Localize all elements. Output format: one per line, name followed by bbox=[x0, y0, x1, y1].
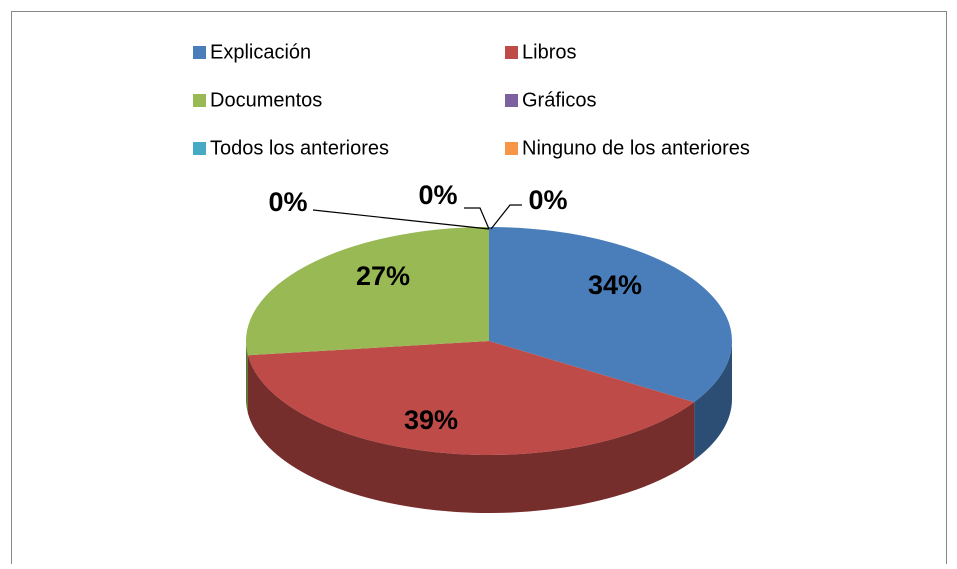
legend-swatch bbox=[505, 46, 518, 59]
side-shade bbox=[247, 355, 695, 513]
data-label: 0% bbox=[528, 185, 567, 215]
legend-label: Libros bbox=[522, 41, 576, 63]
side-shade bbox=[694, 341, 732, 461]
legend-label: Ninguno de los anteriores bbox=[522, 137, 750, 159]
slice bbox=[489, 227, 732, 403]
slice-side bbox=[246, 341, 248, 414]
legend-label: Todos los anteriores bbox=[210, 137, 389, 159]
data-label: 34% bbox=[588, 270, 642, 300]
leader-line bbox=[312, 209, 490, 230]
data-label: 39% bbox=[404, 405, 458, 435]
leader-line bbox=[490, 204, 522, 230]
slice bbox=[245, 227, 489, 356]
leader-line bbox=[464, 207, 490, 230]
side-shade bbox=[246, 341, 248, 414]
legend-swatch bbox=[193, 94, 206, 107]
chart-border bbox=[11, 11, 947, 564]
data-label: 27% bbox=[356, 261, 410, 291]
legend-label: Explicación bbox=[210, 41, 311, 63]
legend-swatch bbox=[505, 142, 518, 155]
data-label: 0% bbox=[268, 187, 307, 217]
slice-side bbox=[247, 355, 695, 513]
legend-swatch bbox=[193, 46, 206, 59]
legend-label: Documentos bbox=[210, 89, 322, 111]
legend-swatch bbox=[505, 94, 518, 107]
data-label: 0% bbox=[418, 180, 457, 210]
legend-swatch bbox=[193, 142, 206, 155]
slice bbox=[247, 341, 695, 455]
legend-label: Gráficos bbox=[522, 89, 596, 111]
slice-side bbox=[694, 341, 732, 461]
